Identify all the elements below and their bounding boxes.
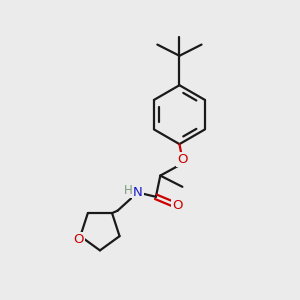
Text: O: O	[74, 233, 84, 246]
Text: H: H	[124, 184, 133, 197]
Text: O: O	[177, 153, 188, 166]
Text: N: N	[133, 186, 143, 199]
Text: O: O	[172, 199, 182, 212]
